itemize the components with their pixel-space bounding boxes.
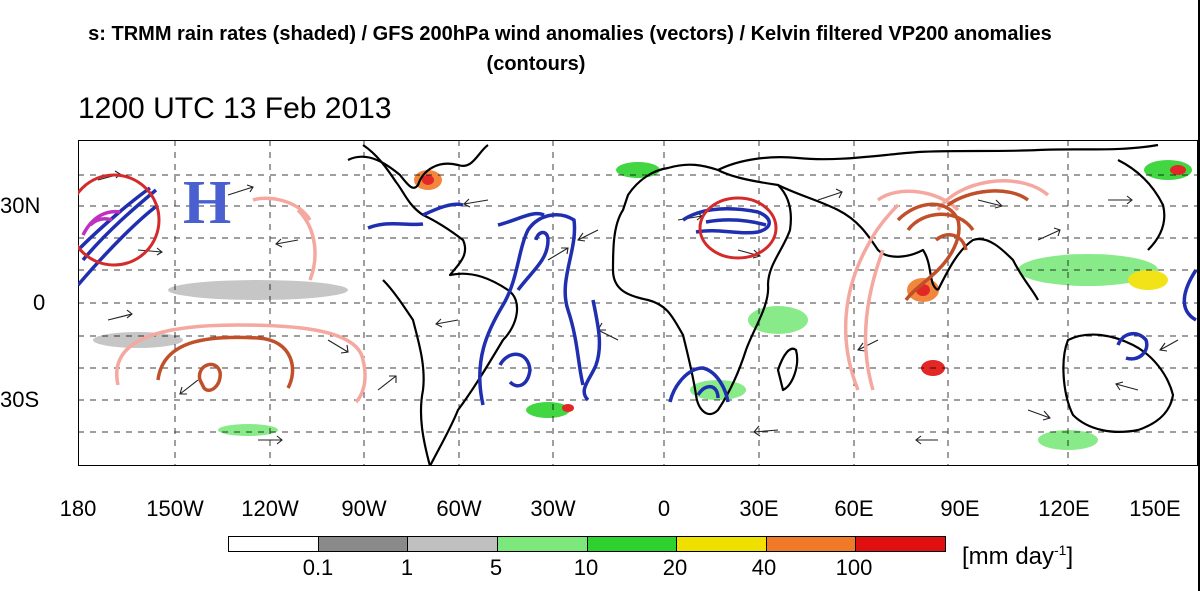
lat-label-0: 0 — [33, 290, 46, 315]
positive-contours-dark — [156, 189, 1030, 393]
rain-cell — [1128, 270, 1168, 290]
contour-line — [88, 217, 113, 227]
contour-line — [946, 189, 1030, 207]
contour-line — [367, 221, 424, 230]
colorbar-swatch — [317, 537, 408, 551]
rain-cell — [168, 280, 348, 300]
lon-label: 0 — [657, 496, 671, 521]
contour-line — [78, 203, 160, 287]
americas-coast — [362, 144, 519, 466]
units-close: ] — [1066, 543, 1074, 570]
coastlines — [347, 143, 1175, 466]
contour-line — [156, 335, 295, 389]
contour-line — [516, 230, 550, 292]
high-pressure-label: H — [183, 169, 232, 237]
rain-cell — [422, 175, 434, 185]
lon-label: 180 — [59, 496, 97, 521]
colorbar-swatch — [407, 537, 497, 551]
positive-contours-light — [115, 179, 1050, 404]
magenta-contours — [81, 209, 121, 236]
lon-label: 120W — [241, 496, 299, 521]
lon-label: 60E — [834, 496, 874, 521]
colorbar-swatch — [676, 537, 766, 551]
lon-label: 60W — [436, 496, 482, 521]
contour-line — [1116, 332, 1149, 361]
map-frame — [78, 140, 1198, 466]
contour-line — [696, 385, 720, 399]
colorbar-swatch — [855, 537, 945, 551]
australia-coast — [1062, 333, 1175, 433]
colorbar-tick-label: 0.1 — [302, 555, 334, 580]
contour-line — [498, 352, 532, 388]
contour-line — [252, 196, 312, 221]
madagascar-coast — [776, 347, 799, 392]
contour-line — [936, 179, 1050, 212]
window-edge — [1198, 0, 1200, 591]
lat-label-30n: 30N — [0, 193, 41, 218]
colorbar-tick-label: 5 — [489, 555, 503, 580]
rain-cell — [616, 162, 660, 178]
contour-line — [682, 206, 771, 235]
contour-line — [582, 299, 602, 402]
colorbar-tick-label: 40 — [751, 555, 777, 580]
lat-label-30s: 30S — [0, 387, 40, 412]
lon-label: 30W — [530, 496, 576, 521]
lon-label: 150E — [1129, 496, 1181, 521]
rain-cell — [218, 424, 278, 436]
figure-title-line2: (contours) — [486, 53, 586, 75]
colorbar-tick-label: 10 — [573, 555, 599, 580]
lon-label: 150W — [146, 496, 204, 521]
contour-line — [934, 233, 968, 251]
units-main: [mm day — [962, 543, 1055, 570]
contour-line — [668, 366, 730, 403]
contour-line — [1182, 269, 1198, 322]
lon-label: 90E — [940, 496, 980, 521]
contour-line — [422, 202, 464, 217]
contour-line — [115, 323, 367, 404]
wind-vectors — [97, 170, 1179, 445]
rain-cell — [748, 306, 808, 334]
rain-cell — [526, 402, 570, 418]
contour-line — [896, 202, 961, 302]
contour-line — [863, 249, 885, 391]
colorbar-swatch — [496, 537, 587, 551]
contour-line — [843, 203, 900, 391]
rain-cell — [1144, 160, 1192, 180]
contour-line — [497, 212, 545, 227]
contour-line — [705, 218, 767, 227]
figure-title-line1: s: TRMM rain rates (shaded) / GFS 200hPa… — [88, 23, 1052, 45]
contour-line — [296, 208, 317, 281]
colorbar-swatch — [765, 537, 856, 551]
contour-line — [78, 186, 152, 252]
lon-label: 90W — [341, 496, 387, 521]
contour-line — [906, 212, 975, 232]
highlight-circles — [78, 173, 778, 267]
map-panel — [78, 140, 1198, 466]
colorbar-tick-label: 20 — [662, 555, 688, 580]
highlight-circle — [698, 196, 778, 260]
rain-cell — [1170, 165, 1186, 175]
colorbar-swatch — [586, 537, 677, 551]
lon-label: 30E — [739, 496, 779, 521]
contour-line — [197, 362, 222, 393]
datetime-label: 1200 UTC 13 Feb 2013 — [78, 92, 392, 125]
contour-line — [478, 213, 585, 406]
highlight-circle — [78, 173, 161, 267]
colorbar — [228, 536, 946, 552]
colorbar-units: [mm day-1] — [962, 542, 1073, 571]
units-exponent: -1 — [1054, 542, 1067, 558]
colorbar-tick-label: 100 — [835, 555, 873, 580]
rain-cell — [562, 404, 574, 412]
lon-label: 120E — [1038, 496, 1090, 521]
contour-line — [81, 209, 121, 236]
colorbar-swatch — [229, 537, 318, 551]
colorbar-tick-label: 1 — [400, 555, 414, 580]
